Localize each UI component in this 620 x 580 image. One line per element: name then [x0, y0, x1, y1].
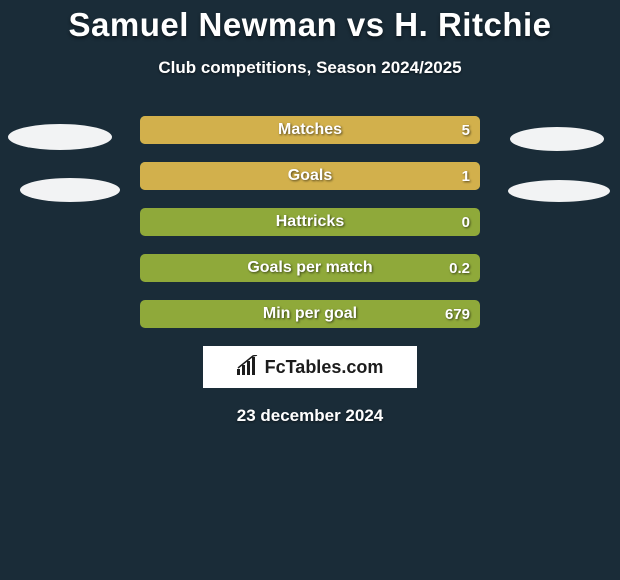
bar-value: 1: [462, 162, 470, 190]
bar-row: Goals per match0.2: [140, 254, 480, 282]
page-subtitle: Club competitions, Season 2024/2025: [0, 58, 620, 78]
bar-label: Hattricks: [140, 208, 480, 236]
decor-ellipse: [20, 178, 120, 202]
bar-label: Goals per match: [140, 254, 480, 282]
decor-ellipse: [510, 127, 604, 151]
bar-row: Hattricks0: [140, 208, 480, 236]
bar-value: 5: [462, 116, 470, 144]
bar-row: Matches5: [140, 116, 480, 144]
page-title: Samuel Newman vs H. Ritchie: [0, 0, 620, 44]
bars-icon: [237, 355, 259, 380]
date-label: 23 december 2024: [0, 406, 620, 426]
brand-label: FcTables.com: [265, 357, 384, 378]
bar-row: Goals1: [140, 162, 480, 190]
bar-label: Goals: [140, 162, 480, 190]
bar-label: Min per goal: [140, 300, 480, 328]
bar-value: 0: [462, 208, 470, 236]
comparison-bars: Matches5Goals1Hattricks0Goals per match0…: [140, 116, 480, 328]
bar-value: 0.2: [449, 254, 470, 282]
decor-ellipse: [8, 124, 112, 150]
decor-ellipse: [508, 180, 610, 202]
bar-label: Matches: [140, 116, 480, 144]
bar-value: 679: [445, 300, 470, 328]
bar-row: Min per goal679: [140, 300, 480, 328]
brand-box: FcTables.com: [203, 346, 417, 388]
